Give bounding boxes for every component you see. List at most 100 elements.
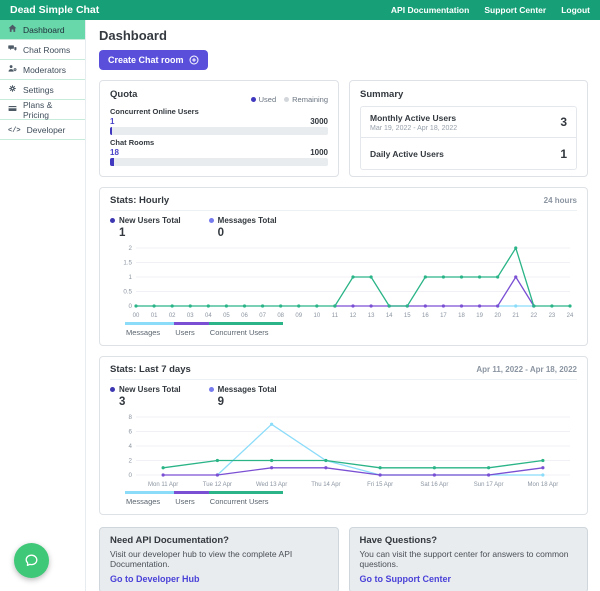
sidebar-item-label: Moderators (23, 64, 66, 75)
info-card-link[interactable]: Go to Developer Hub (110, 574, 200, 584)
metric-label-text: Messages Total (217, 385, 277, 394)
metric: New Users Total 1 (110, 216, 181, 239)
quota-progress-bar (110, 158, 328, 166)
quota-bar: Chat Rooms 18 1000 (110, 138, 328, 166)
metric-dot-icon (110, 387, 115, 392)
metric-value: 3 (119, 396, 126, 408)
home-icon (8, 24, 17, 35)
info-card-body: Visit our developer hub to view the comp… (110, 549, 293, 569)
svg-text:Thu 14 Apr: Thu 14 Apr (311, 482, 340, 488)
info-card-body: You can visit the support center for ans… (359, 549, 569, 569)
sidebar-item-dashboard[interactable]: Dashboard (0, 20, 85, 40)
svg-text:4: 4 (129, 443, 133, 450)
svg-text:1: 1 (129, 274, 133, 281)
svg-text:2: 2 (129, 458, 133, 465)
quota-used-value: 1 (110, 117, 115, 126)
svg-text:2: 2 (129, 245, 133, 252)
chart-legend-tab-concurrent-users[interactable]: Concurrent Users (208, 322, 283, 337)
svg-text:19: 19 (476, 313, 483, 319)
stats-hourly-title: Stats: Hourly (110, 195, 170, 206)
stats-weekly-period: Apr 11, 2022 - Apr 18, 2022 (476, 365, 577, 374)
topbar-link-support-center[interactable]: Support Center (484, 5, 547, 15)
metric-label: Messages Total (208, 216, 277, 225)
code-icon: </> (8, 127, 21, 135)
settings-icon (8, 84, 17, 95)
metric: Messages Total 0 (208, 216, 277, 239)
weekly-chart-legend: Messages Users Concurrent Users (125, 491, 577, 506)
svg-text:02: 02 (169, 313, 176, 319)
sidebar-item-label: Chat Rooms (23, 44, 71, 55)
svg-text:14: 14 (386, 313, 393, 319)
topbar-link-api-documentation[interactable]: API Documentation (390, 5, 470, 15)
svg-text:0.5: 0.5 (123, 289, 132, 296)
sidebar-item-plans-pricing[interactable]: Plans & Pricing (0, 100, 85, 120)
quota-legend: Used Remaining (250, 95, 328, 104)
quota-bar-label: Chat Rooms (110, 138, 155, 147)
svg-text:0: 0 (129, 303, 133, 310)
svg-text:12: 12 (350, 313, 357, 319)
stats-hourly-period: 24 hours (543, 196, 577, 205)
svg-text:23: 23 (549, 313, 556, 319)
quota-used-value: 18 (110, 148, 119, 157)
svg-text:Wed 13 Apr: Wed 13 Apr (256, 482, 287, 488)
chart-legend-tab-users[interactable]: Users (174, 491, 209, 506)
hourly-chart: 0 0.5 1 1.5 2 00 01 02 03 04 05 06 07 08 09 10 11 12 13 14 1… (123, 245, 574, 319)
sidebar-item-developer[interactable]: </> Developer (0, 120, 85, 140)
chart-legend-tab-concurrent-users[interactable]: Concurrent Users (208, 491, 283, 506)
sidebar-item-label: Settings (23, 84, 54, 95)
sidebar-item-chat-rooms[interactable]: Chat Rooms (0, 40, 85, 60)
hourly-metrics: New Users Total 1 Messages Total 0 (110, 216, 577, 239)
metric-dot-icon (208, 387, 214, 392)
svg-text:18: 18 (458, 313, 465, 319)
create-chat-room-button[interactable]: Create Chat room (99, 50, 208, 70)
svg-text:17: 17 (440, 313, 447, 319)
svg-text:Fri 15 Apr: Fri 15 Apr (367, 482, 393, 488)
quota-bar: Concurrent Online Users 1 3000 (110, 107, 328, 135)
chat-rooms-icon (8, 44, 17, 55)
svg-text:8: 8 (129, 414, 133, 421)
svg-text:09: 09 (295, 313, 302, 319)
plus-circle-icon (189, 55, 199, 65)
metric-label-text: New Users Total (119, 385, 181, 394)
metric-label: New Users Total (110, 216, 181, 225)
svg-text:0: 0 (129, 472, 133, 479)
summary-row-label: Monthly Active Users (370, 112, 457, 123)
app-brand: Dead Simple Chat (10, 4, 100, 16)
summary-card: Summary Monthly Active Users Mar 19, 2022… (349, 80, 588, 177)
quota-card: Quota Used Remaining Concurrent Online U… (99, 80, 339, 177)
quota-total-value: 3000 (310, 117, 328, 126)
metric: New Users Total 3 (110, 385, 181, 408)
quota-title: Quota (110, 89, 138, 100)
chart-legend-tab-messages[interactable]: Messages (125, 491, 175, 506)
quota-progress-fill (110, 127, 112, 135)
quota-progress-bar (110, 127, 328, 135)
topbar-link-logout[interactable]: Logout (561, 5, 590, 15)
credit-card-icon (8, 104, 17, 115)
legend-remaining-label: Remaining (292, 95, 328, 104)
create-chat-room-label: Create Chat room (108, 55, 184, 65)
summary-row-value: 1 (560, 146, 567, 161)
summary-list: Monthly Active Users Mar 19, 2022 - Apr 1… (360, 106, 577, 170)
legend-remaining: Remaining (284, 95, 328, 104)
summary-row: Daily Active Users 1 (361, 138, 576, 169)
quota-bar-values: 18 1000 (110, 148, 328, 157)
summary-row-text: Daily Active Users (370, 149, 444, 159)
legend-used: Used (250, 95, 276, 104)
svg-text:08: 08 (277, 313, 284, 319)
svg-text:03: 03 (187, 313, 194, 319)
hourly-chart-legend: Messages Users Concurrent Users (125, 322, 577, 337)
info-cards: Need API Documentation? Visit our develop… (99, 527, 588, 591)
used-dot-icon (250, 97, 256, 102)
sidebar-item-moderators[interactable]: Moderators (0, 60, 85, 80)
metric-value: 0 (217, 227, 225, 239)
quota-bars: Concurrent Online Users 1 3000 Chat Rooms 18… (110, 107, 328, 166)
sidebar-item-settings[interactable]: Settings (0, 80, 85, 100)
info-card: Have Questions? You can visit the support… (348, 527, 588, 591)
quota-total-value: 1000 (310, 148, 328, 157)
info-card-link[interactable]: Go to Support Center (359, 574, 452, 584)
chart-legend-tab-users[interactable]: Users (174, 322, 209, 337)
metric-label: Messages Total (208, 385, 277, 394)
chat-widget-launcher[interactable] (14, 543, 49, 578)
chart-legend-tab-messages[interactable]: Messages (125, 322, 175, 337)
svg-text:01: 01 (151, 313, 158, 319)
